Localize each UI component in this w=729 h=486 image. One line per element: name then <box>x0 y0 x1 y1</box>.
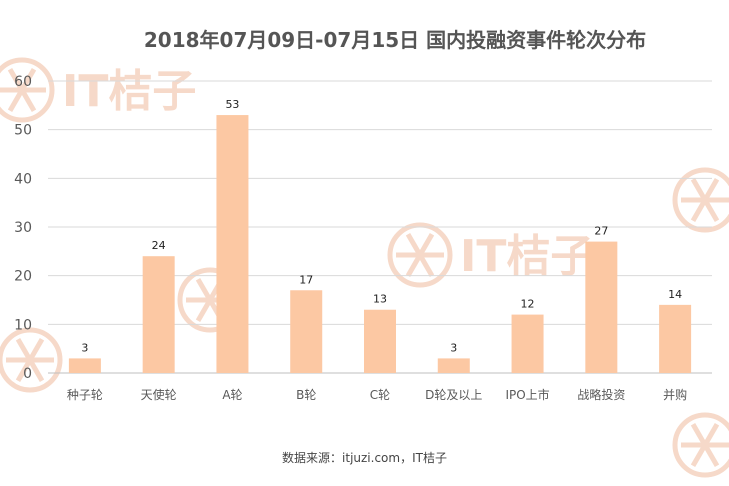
bar <box>437 358 470 373</box>
x-tick-label: D轮及以上 <box>425 388 482 402</box>
y-tick-label: 50 <box>14 123 32 139</box>
data-label: 3 <box>450 341 457 354</box>
y-tick-label: 60 <box>14 74 32 90</box>
data-label: 3 <box>81 341 88 354</box>
x-axis: 种子轮 天使轮 A轮 B轮 C轮 D轮及以上 IPO上市 战略投资 并购 <box>67 387 687 402</box>
x-tick-label: IPO上市 <box>505 387 549 402</box>
data-label: 12 <box>521 298 535 311</box>
bar <box>585 241 618 373</box>
bar <box>364 309 396 373</box>
source-note: 数据来源：itjuzi.com，IT桔子 <box>282 451 447 465</box>
watermark-text: IT桔子 <box>62 66 196 117</box>
x-tick-label: 并购 <box>663 387 687 402</box>
x-tick-label: C轮 <box>370 388 390 402</box>
x-tick-label: 天使轮 <box>141 387 177 402</box>
x-tick-label: 种子轮 <box>67 388 103 402</box>
watermark-logo <box>672 412 729 478</box>
watermark-logo <box>0 327 63 393</box>
y-tick-label: 30 <box>14 220 32 236</box>
watermark-logo: IT桔子 <box>387 222 594 288</box>
watermark-layer: IT桔子 IT桔子 <box>0 57 729 478</box>
data-label: 27 <box>594 225 608 238</box>
bar <box>511 314 544 373</box>
y-tick-label: 10 <box>14 317 32 333</box>
bar <box>659 304 692 373</box>
y-axis: 0 10 20 30 40 50 60 <box>14 74 32 382</box>
x-tick-label: A轮 <box>222 388 242 402</box>
data-label: 53 <box>225 98 239 111</box>
watermark-logo: IT桔子 <box>0 57 196 123</box>
bar <box>290 290 323 373</box>
x-tick-label: B轮 <box>296 388 316 402</box>
data-label: 13 <box>373 293 387 306</box>
data-label: 14 <box>668 288 682 301</box>
bar <box>142 256 175 373</box>
bars: 3 24 53 17 13 3 12 27 14 <box>68 98 692 374</box>
watermark-logo <box>672 167 729 233</box>
chart-title: 2018年07月09日-07月15日 国内投融资事件轮次分布 <box>143 28 647 52</box>
y-tick-label: 0 <box>23 366 32 382</box>
data-label: 17 <box>299 273 313 286</box>
data-label: 24 <box>152 239 166 252</box>
x-tick-label: 战略投资 <box>577 387 625 402</box>
bar <box>68 358 101 373</box>
y-tick-label: 40 <box>14 171 32 187</box>
bar <box>216 115 249 374</box>
watermark-text: IT桔子 <box>460 231 594 282</box>
y-tick-label: 20 <box>14 269 32 285</box>
